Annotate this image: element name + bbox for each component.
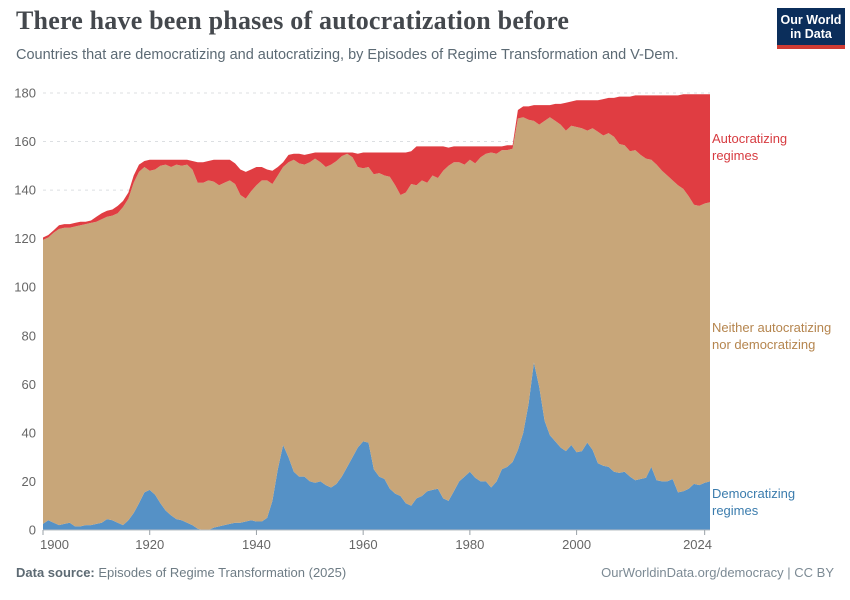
x-axis-tick-label: 1960: [349, 537, 378, 552]
y-axis-tick-label: 80: [22, 328, 36, 343]
y-axis-tick-label: 140: [14, 183, 36, 198]
y-axis-tick-label: 160: [14, 134, 36, 149]
legend-autocratizing-regimes[interactable]: Autocratizing regimes: [712, 131, 788, 163]
y-axis-tick-label: 180: [14, 86, 36, 101]
data-source-value: Episodes of Regime Transformation (2025): [94, 565, 347, 580]
y-axis-tick-label: 0: [29, 523, 36, 538]
data-source-note: Data source: Episodes of Regime Transfor…: [16, 565, 346, 580]
x-axis-tick-label: 2024: [683, 537, 712, 552]
credit-link[interactable]: OurWorldinData.org/democracy | CC BY: [601, 565, 834, 580]
y-axis-tick-label: 40: [22, 425, 36, 440]
legend-neither-autocratizing-nor-democratizing[interactable]: Neither autocratizing nor democratizing: [712, 320, 832, 352]
x-axis-tick-label: 1920: [135, 537, 164, 552]
series-area-neither-autocratizing-nor-democratizing[interactable]: [43, 117, 710, 531]
page-title: There have been phases of autocratizatio…: [16, 6, 570, 35]
x-axis-tick-label: 2000: [562, 537, 591, 552]
owid-logo-line1: Our World: [780, 12, 842, 27]
legend-democratizing-regimes[interactable]: Democratizing regimes: [712, 486, 796, 518]
y-axis-tick-label: 20: [22, 474, 36, 489]
y-axis-tick-label: 60: [22, 377, 36, 392]
data-source-label: Data source:: [16, 565, 95, 580]
chart-footer: Data source: Episodes of Regime Transfor…: [16, 565, 834, 580]
owid-logo-line2: in Data: [790, 26, 832, 41]
owid-logo[interactable]: Our World in Data: [777, 8, 845, 49]
x-axis-tick-label: 1940: [242, 537, 271, 552]
x-axis-tick-label: 1900: [40, 537, 69, 552]
y-axis-tick-label: 120: [14, 231, 36, 246]
series-area-democratizing-regimes[interactable]: [43, 362, 710, 531]
series-area-autocratizing-regimes[interactable]: [43, 94, 710, 240]
chart-subtitle: Countries that are democratizing and aut…: [16, 47, 679, 63]
x-axis-tick-label: 1980: [455, 537, 484, 552]
y-axis-tick-label: 100: [14, 280, 36, 295]
